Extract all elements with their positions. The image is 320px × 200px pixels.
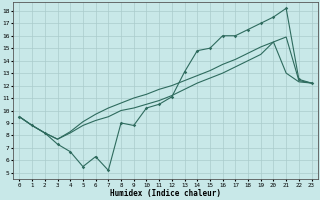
X-axis label: Humidex (Indice chaleur): Humidex (Indice chaleur): [110, 189, 221, 198]
